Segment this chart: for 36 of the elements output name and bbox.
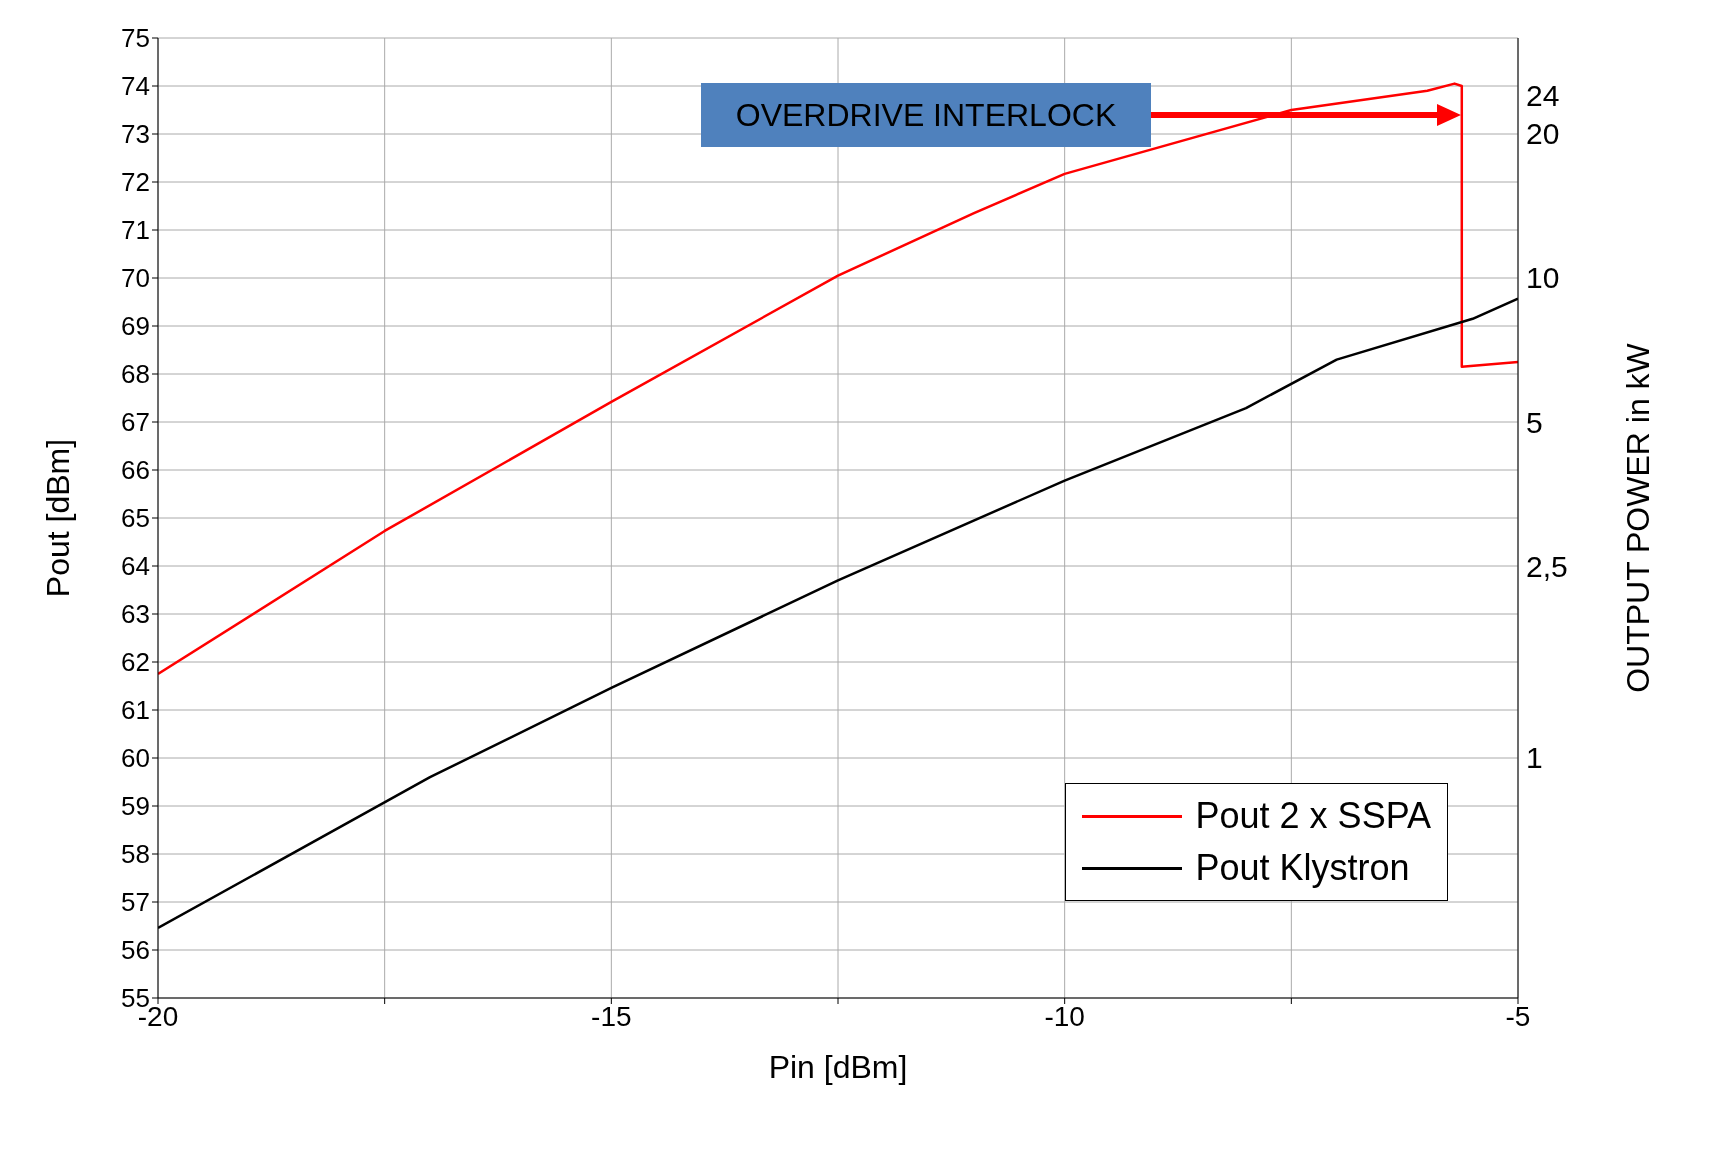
- legend-label: Pout 2 x SSPA: [1194, 794, 1431, 838]
- y-axis-title: Pout [dBm]: [40, 438, 77, 598]
- y-tick-label: 62: [121, 647, 150, 678]
- y-tick-label: 65: [121, 503, 150, 534]
- y2-tick-label: 24: [1526, 79, 1560, 112]
- y2-tick-label: 5: [1526, 405, 1543, 439]
- y-tick-label: 70: [121, 263, 150, 294]
- y2-tick-label: 1: [1526, 741, 1543, 775]
- y-tick-label: 61: [121, 695, 150, 726]
- x-tick-label: -15: [591, 1000, 632, 1032]
- y-tick-label: 57: [121, 887, 150, 918]
- x-axis-title: Pin [dBm]: [768, 1049, 908, 1085]
- line-series: [158, 82, 1518, 676]
- y-tick-label: 56: [121, 935, 150, 966]
- y2-tick-label: 2,5: [1526, 550, 1568, 584]
- x-tick-label: -5: [1505, 1000, 1531, 1032]
- annotation: OVERDRIVE INTERLOCK: [701, 83, 1151, 147]
- y-tick-label: 71: [121, 215, 150, 246]
- y-tick-label: 59: [121, 791, 150, 822]
- y-tick-label: 60: [121, 743, 150, 774]
- y-tick-label: 68: [121, 359, 150, 390]
- x-tick-label: -10: [1044, 1000, 1085, 1032]
- legend-label: Pout Klystron: [1194, 846, 1411, 890]
- y-tick-label: 66: [121, 455, 150, 486]
- y2-tick-label: 20: [1526, 117, 1560, 151]
- y-tick-label: 69: [121, 311, 150, 342]
- y-tick-label: 58: [121, 839, 150, 870]
- y-tick-label: 64: [121, 551, 150, 582]
- y-tick-label: 67: [121, 407, 150, 438]
- y2-tick-label: 10: [1526, 261, 1560, 295]
- y-tick-label: 72: [121, 167, 150, 198]
- y-tick-label: 74: [121, 71, 150, 102]
- y-tick-label: 73: [121, 119, 150, 150]
- y2-axis-title: OUTPUT POWER in kW: [1620, 342, 1657, 693]
- y-tick-label: 63: [121, 599, 150, 630]
- y-tick-label: 75: [121, 23, 150, 54]
